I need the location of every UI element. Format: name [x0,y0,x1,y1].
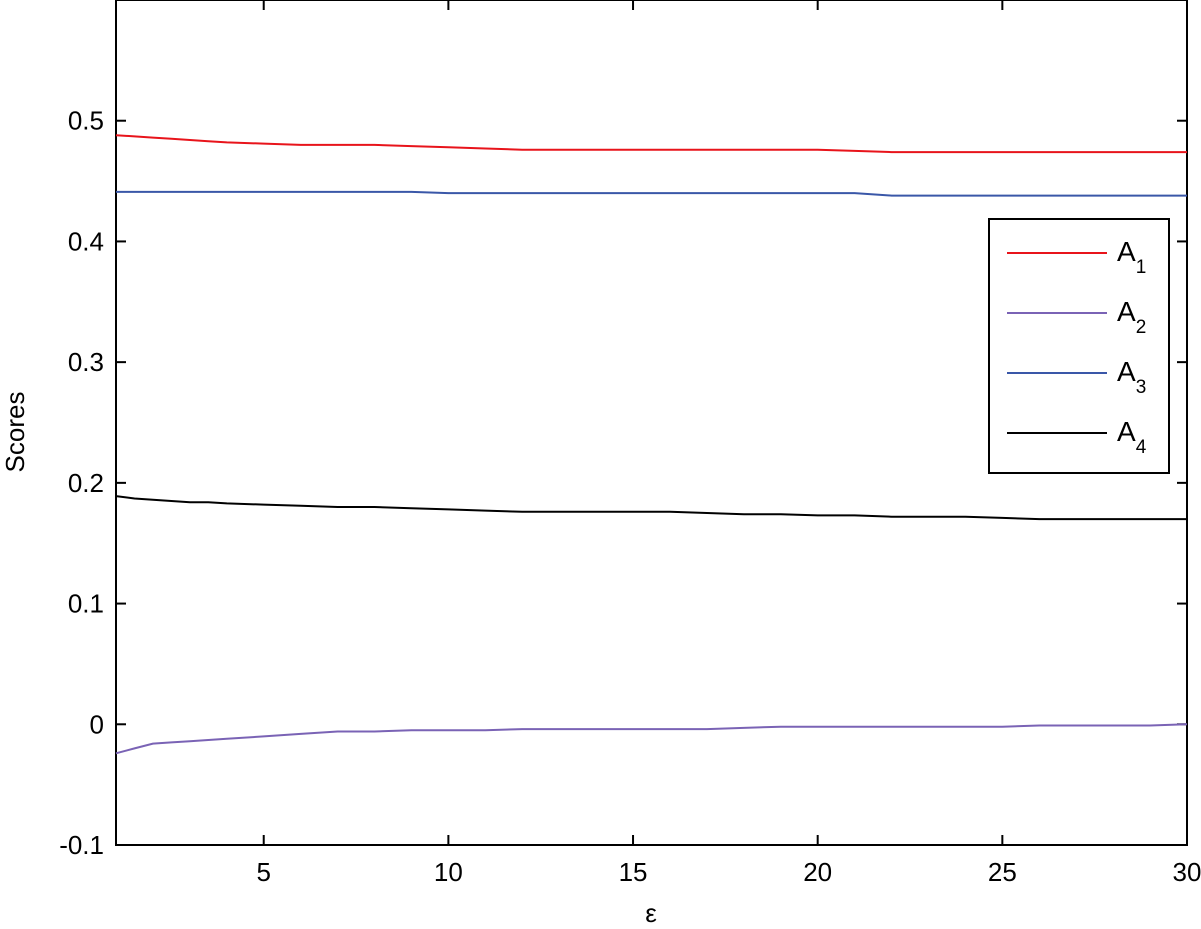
legend-label-a3: A3 [1117,356,1146,398]
x-tick-label: 30 [1173,857,1201,887]
y-axis-ticks: -0.1 0 0.1 0.2 0.3 0.4 0.5 [59,106,1187,860]
x-tick-label: 20 [803,857,832,887]
x-axis-ticks: 5 10 15 20 25 30 [256,0,1201,887]
y-axis-label: Scores [0,392,30,473]
x-tick-label: 25 [988,857,1017,887]
x-tick-label: 5 [256,857,270,887]
series-line-a2 [115,723,1188,755]
series-lines [115,134,1188,755]
legend: A1 A2 A3 A4 [988,218,1170,474]
legend-box [988,218,1170,474]
y-tick-label: -0.1 [59,830,104,860]
x-axis-label: ε [645,898,657,928]
legend-label-a1: A1 [1117,236,1146,278]
legend-label-a4: A4 [1117,416,1147,458]
y-tick-label: 0 [90,709,104,739]
legend-label-a2: A2 [1117,296,1146,338]
y-tick-label: 0.1 [68,589,104,619]
series-line-a4 [115,495,1187,521]
series-line-a1 [115,134,1187,154]
y-tick-label: 0.4 [68,226,104,256]
x-tick-label: 15 [619,857,648,887]
y-tick-label: 0.5 [68,106,104,136]
y-tick-label: 0.3 [68,347,104,377]
y-tick-label: 0.2 [68,468,104,498]
x-tick-label: 10 [434,857,463,887]
series-line-a3 [116,190,1187,197]
